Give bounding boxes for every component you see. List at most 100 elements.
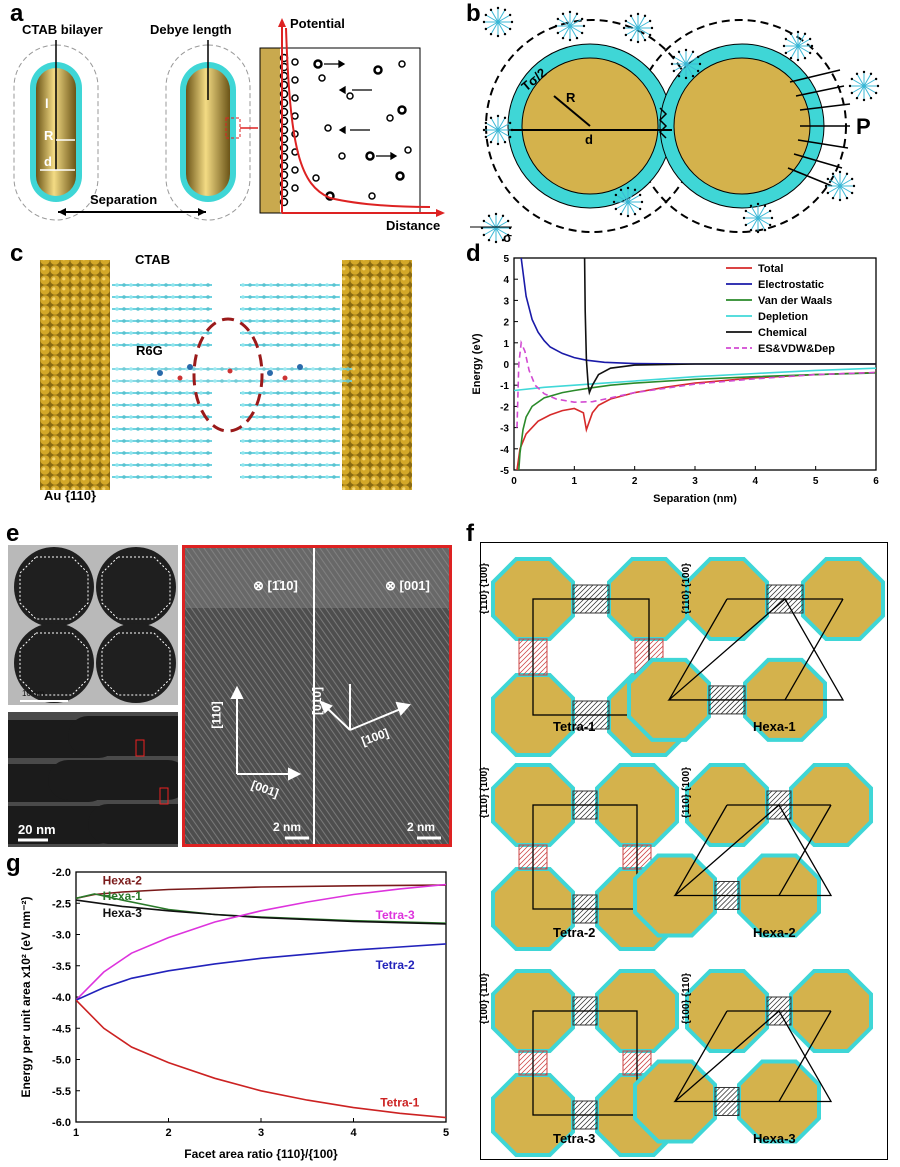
tem-image-octahedra: 10 nm [8,545,178,705]
x-tick-label: 3 [692,476,698,487]
panel-c-illustration [40,260,412,490]
y-tick-label: -2 [500,402,509,413]
series-line-depletion [514,367,876,392]
y-tick-label: -1 [500,381,509,392]
label-distance: Distance [386,218,441,233]
y-tick-label: -4 [500,445,509,456]
tem-octahedra-svg [8,545,178,705]
cell-name-tetra-3: Tetra-3 [553,1131,596,1146]
ion-chain [279,53,412,207]
x-tick-label: 5 [443,1127,449,1139]
x-tick-label: 6 [873,476,879,487]
panel-letter-e: e [6,520,20,547]
scale-hr-2: 2 nm [407,820,436,834]
legend-label: Electrostatic [758,279,824,291]
unit-cell-edge [784,598,844,701]
series-line-van-der-waals [518,372,876,470]
x-tick-label: 0 [511,476,517,487]
panel-d-chart: 0 1 2 3 4 5 6 5 4 3 2 1 0 -1 -2 -3 -4 -5 Separation (nm) En… [471,254,879,505]
series-line-chemical [583,258,876,396]
legend-label: Depletion [758,311,808,323]
y-tick-label: -5 [500,466,509,477]
scale-bar-bottom: 20 nm [18,822,56,837]
facet-label-3: {110} {100} [479,766,491,819]
y-tick-label: -4.5 [52,1023,71,1035]
panel-letter-g: g [6,850,21,877]
x-tick-label: 4 [753,476,759,487]
label-ctab-c: CTAB [135,252,171,267]
series-label: Hexa-3 [103,906,143,920]
label-debye-length: Debye length [150,22,232,37]
cell-name-hexa-3: Hexa-3 [753,1131,796,1146]
y-tick-label: -6.0 [52,1117,71,1129]
y-tick-label: 1 [503,339,509,350]
unit-cell-edge [668,598,728,701]
facet-label-4: {110} {100} [681,766,693,819]
unit-cell-square [532,804,638,910]
series-line-tetra-2 [76,943,446,1001]
panel-letter-f: f [466,520,474,547]
label-P: P [856,114,871,139]
series-label: Tetra-3 [376,908,415,922]
series-label: Tetra-1 [380,1095,419,1109]
series-line-tetra-1 [76,999,446,1119]
x-tick-label: 5 [813,476,819,487]
y-tick-label: 3 [503,296,509,307]
scale-hr-1: 2 nm [273,820,302,834]
series-label: Hexa-2 [103,874,143,888]
zone-axis-1: ⊗ [1̄10] [253,578,298,593]
x-tick-label: 3 [258,1127,264,1139]
vector-010: [010] [310,686,325,716]
zone-axis-2: ⊗ [001] [385,578,430,593]
panel-a-illustration [13,18,445,221]
legend-label: Van der Waals [758,295,832,307]
vector-110: [110] [209,701,224,729]
panel-f-svg [491,557,885,1157]
hrtem-svg [185,548,449,844]
label-l: l [45,96,49,111]
x-axis-label: Facet area ratio {110}/{100} [184,1147,338,1161]
series-label: Hexa-1 [103,889,143,903]
label-separation: Separation [90,192,158,207]
cell-name-hexa-2: Hexa-2 [753,925,796,940]
label-r6g: R6G [136,343,163,358]
y-tick-label: -5.5 [52,1086,71,1098]
label-R-b: R [566,90,576,105]
y-tick-label: 2 [503,318,509,329]
legend-label: Total [758,263,783,275]
panel-b-illustration [470,6,880,244]
y-tick-label: -4.0 [52,992,71,1004]
facet-label-1: {110} {100} [479,562,491,615]
series-line-es-vdw-dep [516,339,876,428]
series-line-hexa-3 [76,899,446,925]
panel-g-chart: 1 2 3 4 5 -2.0 -2.5 -3.0 -3.5 -4.0 -4.5 -5.0 -5.5 -6.… [19,867,449,1161]
legend-label: ES&VDW&Dep [758,343,835,355]
unit-cell-edge [778,1010,832,1102]
y-tick-label: 4 [503,275,509,286]
unit-cell-edge [674,804,728,896]
facet-label-6: {100} {110} [681,972,693,1025]
panel-letter-d: d [466,240,481,267]
y-tick-label: -3.0 [52,930,71,942]
unit-cell-square [532,598,650,716]
label-au-110: Au {110} [44,488,97,503]
x-tick-label: 4 [350,1127,357,1139]
label-potential: Potential [290,16,345,31]
y-tick-label: -5.0 [52,1055,71,1067]
unit-cell-edge [674,1010,728,1102]
y-tick-label: -2.0 [52,867,71,879]
label-ctab-bilayer: CTAB bilayer [22,22,103,37]
unit-cell-edge [778,804,832,896]
series-line-tetra-3 [76,883,446,1001]
label-d: d [44,154,52,169]
unit-cell-square [532,1010,638,1116]
y-tick-label: 5 [503,254,509,265]
cell-name-hexa-1: Hexa-1 [753,719,796,734]
x-tick-label: 2 [632,476,638,487]
tem-image-rods: 20 nm [8,712,178,847]
legend-label: Chemical [758,327,807,339]
x-axis-label: Separation (nm) [653,493,737,505]
cell-name-tetra-2: Tetra-2 [553,925,596,940]
label-sigma: σ [503,230,512,245]
hrtem-panel: ⊗ [1̄10] ⊗ [001] [110] [001] [010] [100]… [182,545,452,847]
